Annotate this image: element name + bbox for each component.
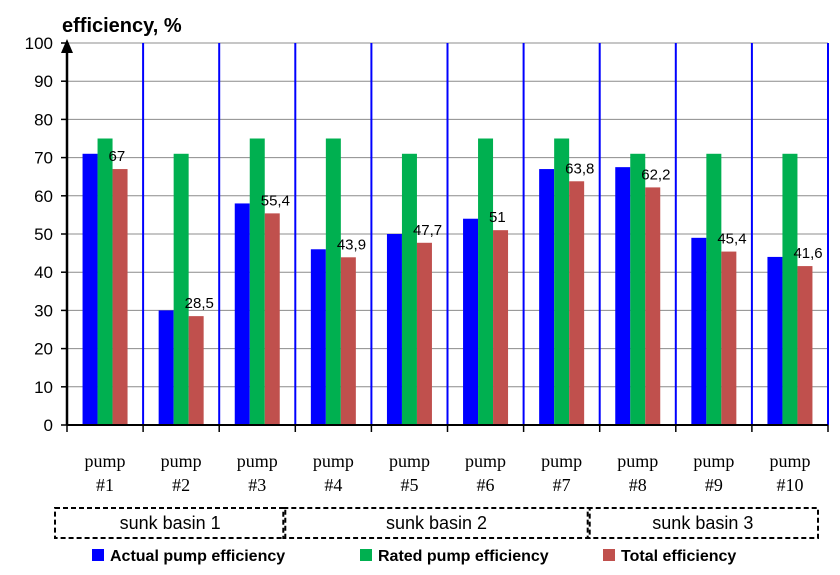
category-labels: pump #1 pump #2 pump #3 pump #4 pump #5 pump #6 pump… bbox=[85, 451, 811, 495]
bar bbox=[539, 169, 555, 425]
category-label: pump bbox=[161, 451, 202, 471]
y-tick-label: 30 bbox=[34, 301, 53, 320]
legend-label: Total efficiency bbox=[621, 548, 736, 565]
bar bbox=[386, 234, 402, 425]
y-tick-label: 40 bbox=[34, 263, 53, 282]
bar bbox=[493, 230, 509, 425]
legend-label: Rated pump efficiency bbox=[378, 548, 549, 565]
bar bbox=[264, 213, 280, 425]
legend-swatch bbox=[92, 549, 104, 561]
bar bbox=[82, 153, 98, 425]
category-label: #3 bbox=[248, 475, 266, 495]
axes: 0 10 20 30 40 50 60 70 80 90 100 bbox=[25, 34, 829, 435]
y-tick-label: 100 bbox=[25, 34, 53, 53]
group-label: sunk basin 1 bbox=[120, 513, 221, 533]
bar bbox=[340, 257, 356, 425]
bar bbox=[97, 138, 113, 425]
category-label: pump bbox=[237, 451, 278, 471]
group-box bbox=[586, 507, 820, 539]
data-labels: 67 28,5 55,4 43,9 47,7 51 63,8 62,2 45,4 41,6 bbox=[109, 148, 823, 312]
y-tick-label: 60 bbox=[34, 187, 53, 206]
category-label: pump bbox=[541, 451, 582, 471]
category-label: #8 bbox=[629, 475, 647, 495]
bar bbox=[615, 167, 631, 425]
bar bbox=[310, 249, 326, 425]
category-label: #4 bbox=[324, 475, 342, 495]
bar bbox=[797, 266, 813, 425]
data-label: 28,5 bbox=[185, 295, 214, 312]
category-label: pump bbox=[389, 451, 430, 471]
category-label: #5 bbox=[400, 475, 418, 495]
data-label: 47,7 bbox=[413, 222, 442, 239]
y-tick-label: 90 bbox=[34, 72, 53, 91]
bar bbox=[691, 237, 707, 425]
category-label: #1 bbox=[96, 475, 114, 495]
legend-swatch bbox=[603, 549, 615, 561]
bar bbox=[401, 153, 417, 425]
bar bbox=[463, 218, 479, 425]
y-tick-label: 10 bbox=[34, 378, 53, 397]
bar bbox=[478, 138, 494, 425]
y-tick-label: 50 bbox=[34, 225, 53, 244]
y-axis-title: efficiency, % bbox=[62, 15, 182, 37]
bar bbox=[569, 181, 585, 425]
category-label: #10 bbox=[776, 475, 803, 495]
group-box bbox=[54, 507, 287, 539]
y-tick-label: 0 bbox=[44, 416, 53, 435]
bar bbox=[325, 138, 341, 425]
data-label: 43,9 bbox=[337, 236, 366, 253]
bar bbox=[234, 203, 250, 425]
data-label: 55,4 bbox=[261, 192, 290, 209]
category-label: #9 bbox=[705, 475, 723, 495]
bar bbox=[767, 256, 783, 425]
bars bbox=[82, 138, 813, 425]
bar bbox=[416, 242, 432, 425]
category-label: pump bbox=[693, 451, 734, 471]
data-label: 62,2 bbox=[641, 166, 670, 183]
y-axis-arrow bbox=[61, 39, 73, 53]
data-label: 63,8 bbox=[565, 160, 594, 177]
bar bbox=[554, 138, 570, 425]
group-labels: sunk basin 1 sunk basin 2 sunk basin 3 bbox=[54, 507, 820, 539]
category-label: pump bbox=[617, 451, 658, 471]
bar bbox=[249, 138, 265, 425]
category-label: #2 bbox=[172, 475, 190, 495]
group-label: sunk basin 2 bbox=[386, 513, 487, 533]
y-tick-label: 70 bbox=[34, 149, 53, 168]
category-label: pump bbox=[465, 451, 506, 471]
legend: Actual pump efficiency Rated pump efficie… bbox=[92, 548, 736, 565]
category-label: pump bbox=[313, 451, 354, 471]
group-label: sunk basin 3 bbox=[652, 513, 753, 533]
bar bbox=[630, 153, 646, 425]
group-separators bbox=[142, 43, 829, 425]
bar bbox=[112, 169, 128, 425]
bar bbox=[782, 153, 798, 425]
category-label: pump bbox=[769, 451, 810, 471]
data-label: 41,6 bbox=[793, 245, 822, 262]
data-label: 51 bbox=[489, 209, 506, 226]
bar bbox=[721, 251, 737, 425]
data-label: 45,4 bbox=[717, 231, 746, 248]
category-label: #6 bbox=[477, 475, 495, 495]
bar bbox=[188, 316, 204, 425]
legend-label: Actual pump efficiency bbox=[110, 548, 285, 565]
bar bbox=[158, 310, 174, 425]
bar bbox=[173, 153, 189, 425]
bar bbox=[645, 187, 661, 425]
group-box bbox=[282, 507, 591, 539]
y-tick-label: 20 bbox=[34, 340, 53, 359]
y-tick-label: 80 bbox=[34, 110, 53, 129]
category-label: pump bbox=[85, 451, 126, 471]
data-label: 67 bbox=[109, 148, 126, 165]
legend-swatch bbox=[360, 549, 372, 561]
category-label: #7 bbox=[553, 475, 571, 495]
bar bbox=[706, 153, 722, 425]
